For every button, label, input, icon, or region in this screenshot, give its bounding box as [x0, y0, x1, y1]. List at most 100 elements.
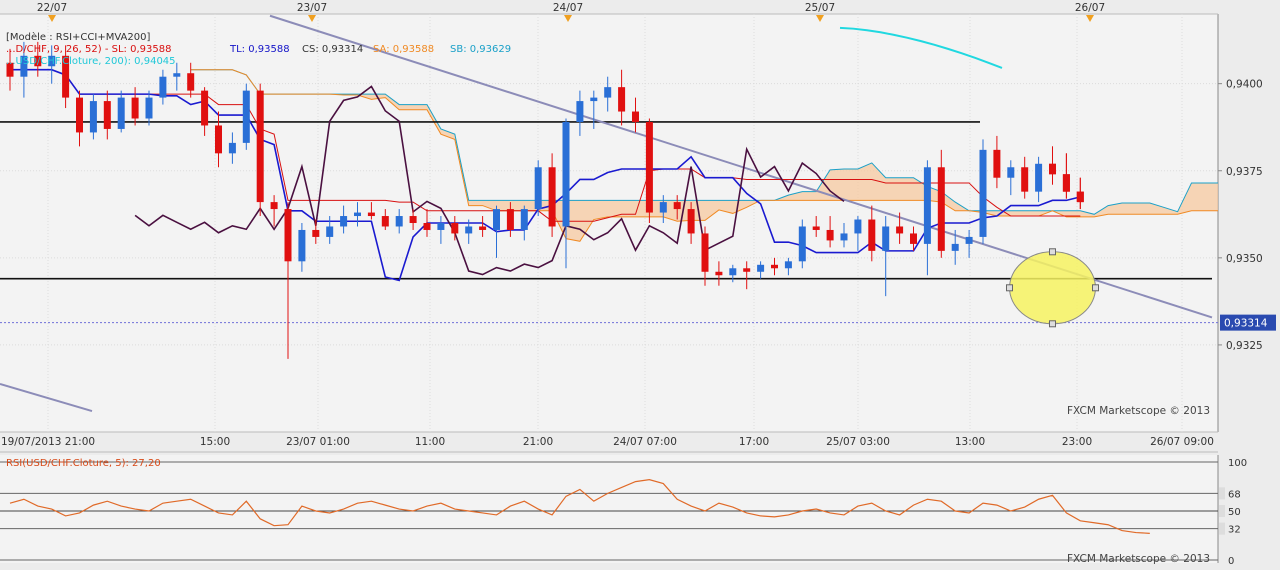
candle-body-69 [965, 236, 973, 244]
candle-body-40 [562, 121, 570, 227]
candle-body-66 [923, 167, 931, 244]
time-label-3: 11:00 [415, 436, 445, 448]
ichimoku-cloud [190, 69, 1218, 242]
candle-body-63 [882, 226, 890, 251]
rsi-level-label-0: 100 [1228, 458, 1247, 469]
candle-body-72 [1007, 167, 1015, 178]
candle-body-top-76 [1062, 174, 1070, 192]
candle-body-22 [312, 229, 320, 237]
candle-body-62 [868, 219, 876, 251]
current-price-label: 0,93314 [1224, 318, 1268, 330]
candle-body-42 [590, 97, 598, 102]
header-line-2d: SA: 0,93588 [373, 44, 434, 55]
candle-body-top-77 [1076, 191, 1084, 203]
candle-body-9 [131, 97, 139, 119]
main-plot-area[interactable] [0, 14, 1218, 432]
rsi-plot-area[interactable] [0, 455, 1218, 563]
candle-body-39 [548, 167, 556, 227]
candle-body-65 [910, 233, 917, 244]
candle-body-13 [187, 73, 195, 91]
header-line-2e: SB: 0,93629 [450, 44, 511, 55]
chikou-line [134, 85, 845, 276]
candle-body-50 [701, 233, 709, 272]
candle-body-60 [840, 233, 848, 241]
candle-body-44 [618, 87, 626, 112]
candle-body-48 [673, 202, 681, 210]
span-b-line [190, 69, 1218, 215]
rsi-level-box-3 [1219, 522, 1225, 535]
price-label-1: 0,9375 [1226, 166, 1263, 178]
candle-body-59 [826, 229, 834, 241]
candle-body-47 [659, 202, 667, 213]
candle-body-top-75 [1049, 163, 1056, 175]
candle-body-17 [242, 90, 250, 143]
candle-body-26 [367, 212, 375, 217]
date-marker-label-2: 24/07 [553, 2, 583, 14]
candle-body-2 [34, 55, 42, 67]
date-marker-tri-1 [308, 15, 316, 22]
candle-body-31 [437, 223, 445, 230]
candle-body-25 [354, 212, 361, 217]
price-label-2: 0,9350 [1226, 253, 1263, 265]
time-label-2: 23/07 01:00 [286, 436, 350, 448]
rsi-level-label-3: 32 [1228, 525, 1241, 536]
ellipse-handle-3 [1049, 320, 1056, 328]
candle-body-29 [409, 216, 417, 223]
candle-body-5 [76, 97, 83, 133]
candle-body-52 [729, 268, 737, 276]
time-label-4: 21:00 [523, 436, 553, 448]
candle-body-21 [298, 229, 306, 262]
candle-body-33 [465, 226, 473, 234]
candle-body-45 [632, 111, 639, 122]
watermark-rsi: FXCM Marketscope © 2013 [1067, 553, 1210, 565]
date-marker-label-4: 26/07 [1075, 2, 1105, 14]
header-line-2c: CS: 0,93314 [302, 44, 363, 55]
ellipse-handle-1 [1092, 284, 1099, 292]
header-line-3: ...USD/CHF.Cloture, 200): 0,94045 [6, 56, 176, 67]
candle-body-19 [270, 202, 278, 210]
candle-body-28 [395, 216, 403, 227]
time-label-5: 24/07 07:00 [613, 436, 677, 448]
candle-body-43 [604, 87, 612, 98]
rsi-level-label-4: 0 [1228, 556, 1234, 566]
candle-body-54 [757, 264, 765, 272]
time-label-7: 25/07 03:00 [826, 436, 890, 448]
candle-body-1 [20, 55, 28, 77]
time-label-1: 15:00 [200, 436, 230, 448]
candle-body-15 [215, 125, 222, 154]
candle-body-30 [423, 223, 431, 230]
candle-body-16 [228, 142, 236, 154]
overlay [1006, 146, 1099, 328]
candle-body-56 [784, 261, 792, 269]
candle-body-0 [6, 62, 14, 77]
span-a-line [190, 69, 1218, 242]
candle-body-11 [159, 76, 167, 98]
watermark-main: FXCM Marketscope © 2013 [1067, 405, 1210, 417]
candle-body-35 [493, 209, 500, 230]
candle-body-49 [687, 209, 695, 234]
candle-body-3 [48, 55, 56, 67]
price-label-3: 0,9325 [1226, 340, 1263, 352]
candle-body-18 [256, 90, 264, 203]
candle-body-4 [62, 55, 70, 98]
rsi-level-label-2: 50 [1228, 507, 1241, 518]
tenkan-line [10, 68, 1081, 282]
time-label-8: 13:00 [955, 436, 985, 448]
candle-body-71 [993, 149, 1001, 178]
candle-body-27 [381, 216, 389, 227]
candle-body-67 [937, 167, 945, 251]
candle-body-46 [645, 121, 653, 213]
candle-body-12 [173, 73, 181, 77]
candle-body-64 [896, 226, 904, 234]
time-label-10: 26/07 09:00 [1150, 436, 1214, 448]
candle-body-53 [743, 268, 751, 272]
current-price-box [1220, 314, 1276, 331]
candle-body-61 [854, 219, 862, 234]
grid [0, 14, 1218, 432]
candle-body-14 [201, 90, 209, 126]
candle-body-6 [89, 101, 97, 133]
price-label-0: 0,9400 [1226, 79, 1263, 91]
candle-body-8 [117, 97, 125, 129]
date-marker-tri-0 [48, 15, 56, 22]
